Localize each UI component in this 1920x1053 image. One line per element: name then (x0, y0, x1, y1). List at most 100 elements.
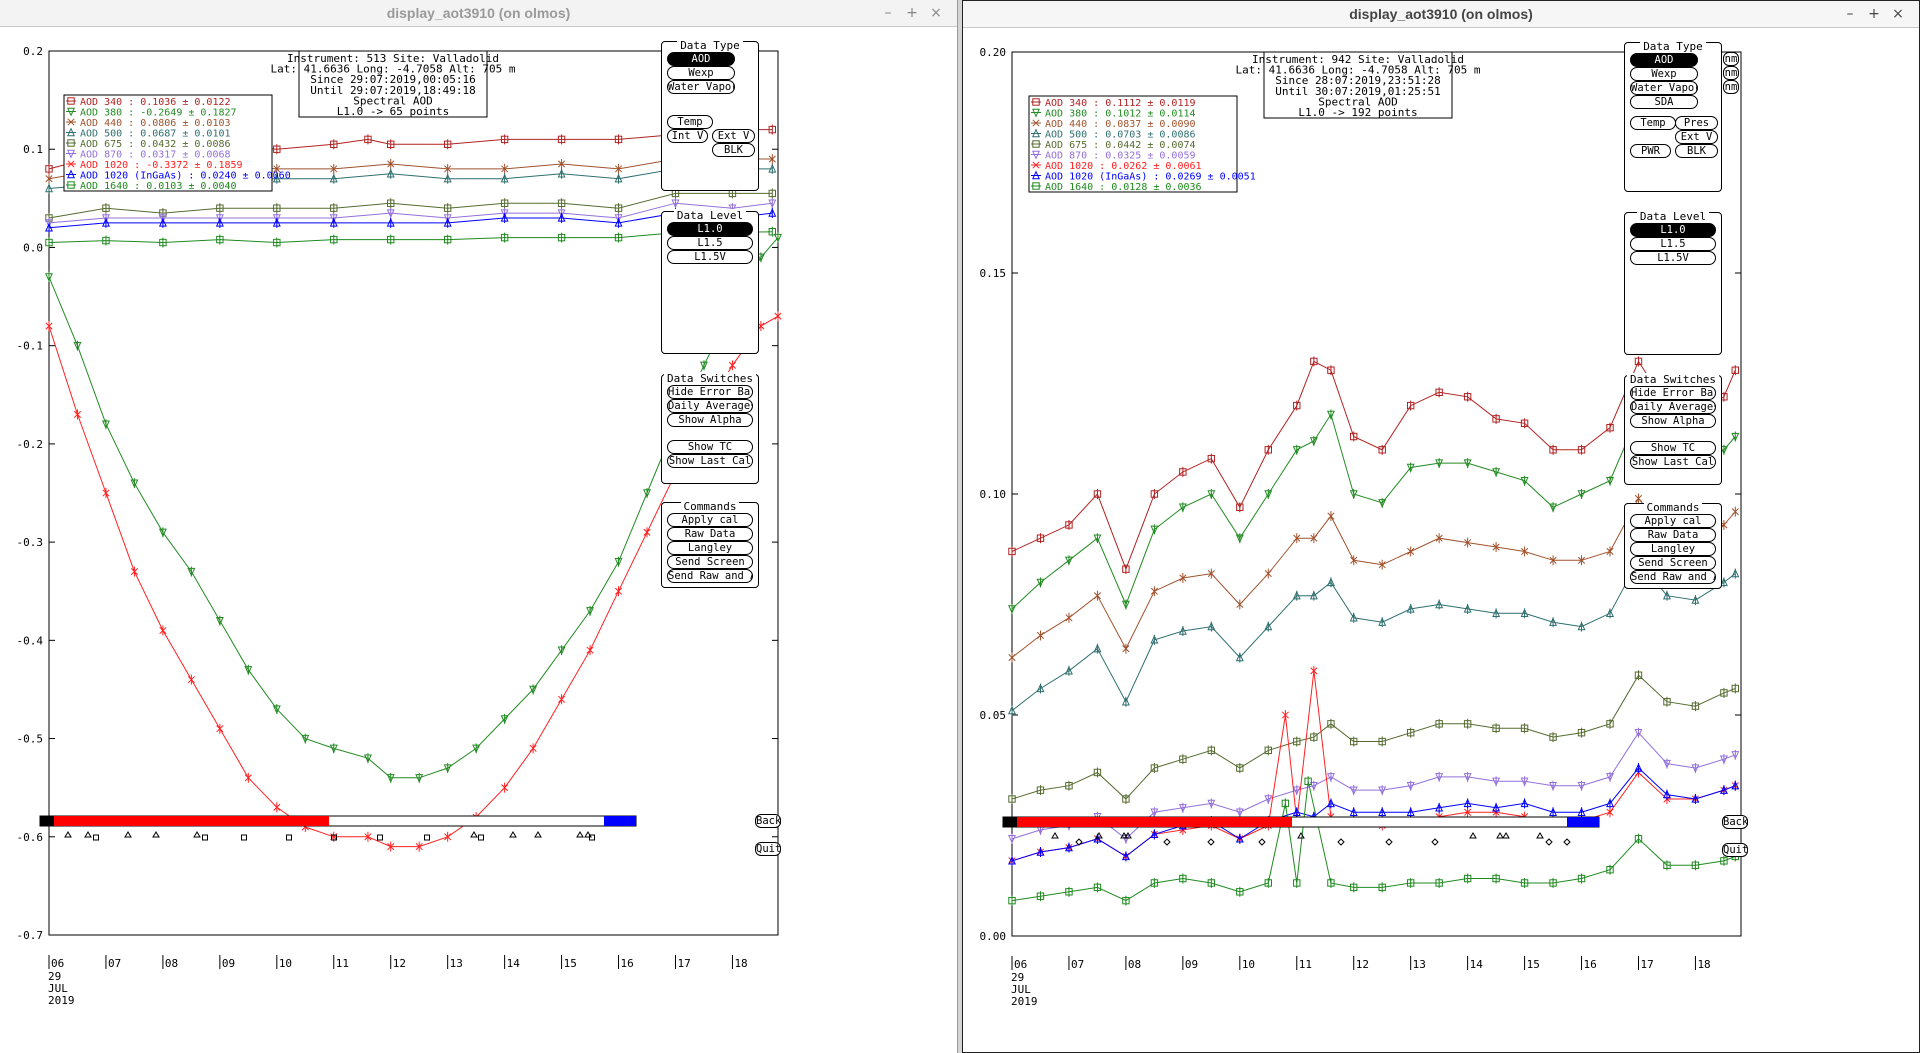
minimize-icon[interactable]: – (1846, 6, 1854, 22)
data-type-pwr-button[interactable]: PWR (1630, 144, 1671, 158)
data-level-l1-0-button[interactable]: L1.0 (1630, 223, 1716, 237)
close-icon[interactable]: × (1892, 6, 1904, 22)
data-switches-hide-error-bars-button[interactable]: Hide Error Bars (667, 385, 753, 399)
data-type-wexp-button[interactable]: Wexp (1630, 67, 1698, 81)
data-type-ext-v-button[interactable]: Ext V (1675, 130, 1718, 144)
info-line: Spectral AOD (1318, 95, 1397, 108)
legend-marker (1032, 170, 1040, 180)
commands-send-raw-and-aod-button[interactable]: Send Raw and AOD (667, 569, 753, 583)
data-switches-show-last-cal-button[interactable]: Show Last Cal (1630, 455, 1716, 469)
data-point (1281, 711, 1289, 719)
data-type-blk-button[interactable]: BLK (712, 143, 755, 157)
aod-plot[interactable]: 0.20 0.15 0.10 0.05 0.00 06 07 08 09 10 11 12 13 14 15… (963, 28, 1763, 1052)
commands-apply-cal-button[interactable]: Apply cal (667, 513, 753, 527)
data-type-wexp-button[interactable]: Wexp (667, 66, 735, 80)
data-type-aod-button[interactable]: AOD (667, 52, 735, 66)
maximize-icon[interactable]: + (906, 5, 918, 21)
data-point (1235, 833, 1244, 843)
commands-send-raw-and-aod-button[interactable]: Send Raw and AOD (1630, 570, 1716, 584)
right-titlebar[interactable]: display_aot3910 (on olmos) – + × (963, 1, 1919, 28)
close-icon[interactable]: × (930, 5, 942, 21)
quit-button[interactable]: Quit (755, 842, 782, 856)
data-point (1036, 683, 1045, 693)
maximize-icon[interactable]: + (1868, 6, 1880, 22)
minimize-icon[interactable]: – (884, 5, 892, 21)
time-marker (152, 831, 160, 838)
left-titlebar[interactable]: display_aot3910 (on olmos) – + × (0, 0, 957, 27)
x-tick-label: 08 (165, 957, 178, 970)
data-type-temp-button[interactable]: Temp (667, 115, 713, 129)
data-point (1492, 802, 1501, 812)
nm-button[interactable]: nm (1723, 80, 1739, 94)
x-tick-label: 07 (108, 957, 121, 970)
data-switches-show-tc-button[interactable]: Show TC (1630, 441, 1716, 455)
data-point (1406, 401, 1415, 410)
data-level-l1-5-button[interactable]: L1.5 (667, 236, 753, 250)
nm-button[interactable]: nm (1723, 66, 1739, 80)
data-point (1406, 782, 1415, 791)
data-switches-show-tc-button[interactable]: Show TC (667, 440, 753, 454)
data-point (768, 228, 777, 236)
data-point (1065, 614, 1073, 622)
data-type-temp-button[interactable]: Temp (1630, 116, 1676, 130)
y-tick-label: 0.2 (23, 45, 43, 58)
data-point (1093, 592, 1101, 600)
time-range-bar[interactable] (39, 815, 637, 841)
data-point (1719, 577, 1728, 587)
legend-marker (1032, 119, 1040, 127)
data-point (1310, 357, 1318, 366)
data-point (1093, 643, 1102, 653)
data-type-ext-v-button[interactable]: Ext V (712, 129, 755, 143)
data-point (1406, 879, 1415, 887)
commands-langley-button[interactable]: Langley (1630, 542, 1716, 556)
data-switches-daily-averages-button[interactable]: Daily Averages (1630, 400, 1716, 414)
commands-raw-data-button[interactable]: Raw Data (667, 527, 753, 541)
aod-plot[interactable]: 0.2 0.1 0.0 -0.1 -0.2 -0.3 -0.4 -0.5 -0.6 -0.7 06 0… (0, 27, 800, 1051)
data-type-aod-button[interactable]: AOD (1630, 53, 1698, 67)
commands-send-screen-button[interactable]: Send Screen (667, 555, 753, 569)
back-button[interactable]: Back (1722, 815, 1749, 829)
data-type-sda-button[interactable]: SDA (1630, 95, 1698, 109)
data-switches-hide-error-bars-button[interactable]: Hide Error Bars (1630, 386, 1716, 400)
commands-langley-button[interactable]: Langley (667, 541, 753, 555)
data-level-l1-0-button[interactable]: L1.0 (667, 222, 753, 236)
info-box-frame (1263, 51, 1453, 119)
data-point (364, 135, 372, 144)
time-marker (1095, 832, 1103, 839)
commands-title: Commands (662, 495, 758, 514)
data-switches-show-alpha-button[interactable]: Show Alpha (667, 413, 753, 427)
nm-button[interactable]: nm (1723, 52, 1739, 66)
legend-frame (1028, 95, 1238, 193)
date-label: JUL (1011, 983, 1031, 996)
time-marker (534, 831, 542, 838)
data-point (1691, 595, 1700, 604)
data-switches-show-last-cal-button[interactable]: Show Last Cal (667, 454, 753, 468)
data-type-water-vapor-button[interactable]: Water Vapor (667, 80, 735, 94)
data-level-l1-5-button[interactable]: L1.5 (1630, 237, 1716, 251)
data-type-pres-button[interactable]: Pres (1675, 116, 1718, 130)
time-range-bar[interactable] (1002, 816, 1600, 846)
data-point (1577, 446, 1586, 454)
commands-apply-cal-button[interactable]: Apply cal (1630, 514, 1716, 528)
data-type-water-vapor-button[interactable]: Water Vapor (1630, 81, 1698, 95)
legend-marker (67, 149, 75, 159)
data-point (1235, 534, 1244, 544)
commands-send-screen-button[interactable]: Send Screen (1630, 556, 1716, 570)
data-point (501, 784, 509, 792)
data-point (1463, 874, 1472, 883)
commands-panel: Commands Apply cal Raw Data Langley Send Scr… (1624, 501, 1722, 589)
data-switches-daily-averages-button[interactable]: Daily Averages (667, 399, 753, 413)
data-type-blk-button[interactable]: BLK (1675, 144, 1718, 158)
commands-raw-data-button[interactable]: Raw Data (1630, 528, 1716, 542)
data-point (1235, 808, 1244, 818)
back-button[interactable]: Back (755, 814, 782, 828)
quit-button[interactable]: Quit (1722, 843, 1749, 857)
date-label: JUL (48, 982, 68, 995)
data-level-l1-5v-button[interactable]: L1.5V (1630, 251, 1716, 265)
series-aod-1020-ingaas- (1008, 763, 1740, 866)
data-point (273, 145, 281, 153)
data-point (557, 233, 566, 242)
data-switches-show-alpha-button[interactable]: Show Alpha (1630, 414, 1716, 428)
data-level-l1-5v-button[interactable]: L1.5V (667, 250, 753, 264)
data-type-int-v-button[interactable]: Int V (667, 129, 708, 143)
